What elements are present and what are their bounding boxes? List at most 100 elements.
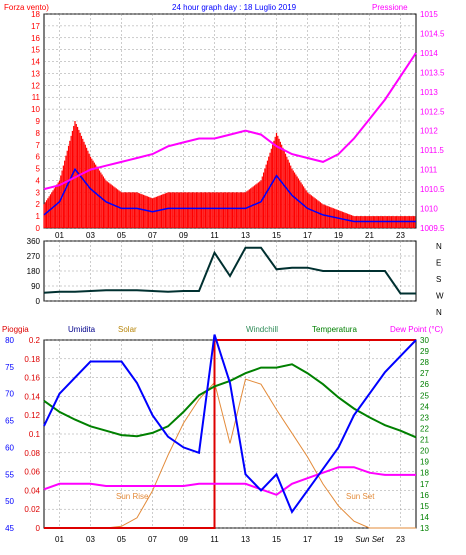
- direction-y-tick: 360: [27, 237, 41, 246]
- rain-y-tick: 0.16: [24, 374, 40, 383]
- direction-y-tick: 90: [31, 282, 40, 291]
- x-tick-top: 17: [303, 231, 312, 240]
- wind-average-line: [43, 167, 416, 223]
- pressure-y-tick: 1013: [420, 88, 438, 97]
- rain-y-tick: 0.14: [24, 392, 40, 401]
- temperature-y-tick: 21: [420, 436, 429, 445]
- compass-label: N: [436, 308, 442, 317]
- compass-label: W: [436, 292, 444, 301]
- temperature-y-tick: 28: [420, 358, 429, 367]
- pressure-y-tick: 1013.5: [420, 68, 445, 77]
- wind-y-tick: 10: [31, 105, 40, 114]
- temperature-line: [43, 363, 417, 439]
- pressure-y-tick: 1010: [420, 205, 438, 214]
- x-tick-top: 07: [148, 231, 157, 240]
- compass-label: N: [436, 242, 442, 251]
- temperature-y-tick: 13: [420, 524, 429, 533]
- wind-y-tick: 18: [31, 10, 40, 19]
- x-tick-bottom: 01: [55, 535, 64, 544]
- x-tick-top: 13: [241, 231, 250, 240]
- dewpoint-line: [43, 466, 416, 496]
- rain-y-tick: 0.2: [29, 336, 41, 345]
- wind-y-tick: 3: [36, 188, 41, 197]
- x-tick-top: 05: [117, 231, 126, 240]
- pressure-y-tick: 1014.5: [420, 29, 445, 38]
- temperature-y-tick: 23: [420, 413, 429, 422]
- wind-y-tick: 4: [36, 176, 41, 185]
- wind-y-tick: 1: [36, 212, 41, 221]
- pressure-y-tick: 1010.5: [420, 185, 445, 194]
- x-tick-bottom: Sun Set: [355, 535, 384, 544]
- x-tick-bottom: 23: [396, 535, 405, 544]
- direction-y-tick: 270: [27, 252, 41, 261]
- x-tick-bottom: 07: [148, 535, 157, 544]
- temperature-y-tick: 14: [420, 513, 429, 522]
- direction-line: [43, 246, 416, 295]
- wind-y-tick: 14: [31, 58, 40, 67]
- pressure-y-tick: 1012.5: [420, 107, 445, 116]
- humidity-y-tick: 50: [5, 497, 14, 506]
- x-tick-bottom: 13: [241, 535, 250, 544]
- x-tick-top: 09: [179, 231, 188, 240]
- pressure-line: [43, 52, 417, 191]
- x-tick-bottom: 17: [303, 535, 312, 544]
- wind-y-tick: 8: [36, 129, 41, 138]
- rain-y-tick: 0.1: [29, 430, 41, 439]
- wind-y-tick: 6: [36, 153, 41, 162]
- humidity-y-tick: 80: [5, 336, 14, 345]
- temperature-y-tick: 30: [420, 336, 429, 345]
- temperature-y-tick: 26: [420, 380, 429, 389]
- wind-y-tick: 9: [36, 117, 41, 126]
- pressure-y-tick: 1014: [420, 49, 438, 58]
- x-tick-bottom: 19: [334, 535, 343, 544]
- rain-y-tick: 0.08: [24, 449, 40, 458]
- chart-title: 24 hour graph day : 18 Luglio 2019: [172, 3, 297, 12]
- compass-label: S: [436, 275, 441, 284]
- temperature-y-tick: 18: [420, 469, 429, 478]
- temperature-y-tick: 22: [420, 424, 429, 433]
- humidity-line: [43, 334, 417, 514]
- rain-y-tick: 0.04: [24, 486, 40, 495]
- temperature-y-tick: 25: [420, 391, 429, 400]
- x-tick-top: 01: [55, 231, 64, 240]
- humidity-y-tick: 65: [5, 417, 14, 426]
- temperature-y-tick: 15: [420, 502, 429, 511]
- x-tick-bottom: 11: [210, 535, 219, 544]
- rain-y-tick: 0.02: [24, 505, 40, 514]
- humidity-y-tick: 55: [5, 470, 14, 479]
- rain-y-tick: 0.18: [24, 355, 40, 364]
- rain-y-tick: 0: [36, 524, 41, 533]
- wind-y-tick: 7: [36, 141, 41, 150]
- x-tick-bottom: 03: [86, 535, 95, 544]
- x-tick-top: 19: [334, 231, 343, 240]
- wind-y-tick: 5: [36, 165, 41, 174]
- pressure-y-tick: 1012: [420, 127, 438, 136]
- pressure-axis-label: Pressione: [372, 3, 408, 12]
- humidity-y-tick: 75: [5, 363, 14, 372]
- pressure-y-tick: 1015: [420, 10, 438, 19]
- temperature-y-tick: 27: [420, 369, 429, 378]
- pressure-y-tick: 1011: [420, 166, 438, 175]
- x-tick-top: 03: [86, 231, 95, 240]
- rain-line: [44, 339, 416, 529]
- x-tick-bottom: 05: [117, 535, 126, 544]
- pressure-y-tick: 1009.5: [420, 224, 445, 233]
- wind-y-tick: 11: [32, 93, 41, 102]
- pressure-y-tick: 1011.5: [420, 146, 444, 155]
- humidity-y-tick: 70: [5, 390, 14, 399]
- x-tick-bottom: 09: [179, 535, 188, 544]
- rain-legend: Pioggia: [2, 325, 29, 334]
- wind-y-tick: 0: [36, 224, 41, 233]
- temperature-y-tick: 20: [420, 447, 429, 456]
- humidity-legend: Umidita: [68, 325, 96, 334]
- windchill-legend: Windchill: [246, 325, 278, 334]
- solar-legend: Solar: [118, 325, 137, 334]
- wind-y-tick: 15: [31, 46, 40, 55]
- x-tick-top: 23: [396, 231, 405, 240]
- wind-axis-label: Forza vento): [4, 3, 49, 12]
- temperature-y-tick: 29: [420, 347, 429, 356]
- compass-label: E: [436, 259, 441, 268]
- sun-rise-label: Sun Rise: [116, 492, 149, 501]
- x-tick-top: 21: [365, 231, 374, 240]
